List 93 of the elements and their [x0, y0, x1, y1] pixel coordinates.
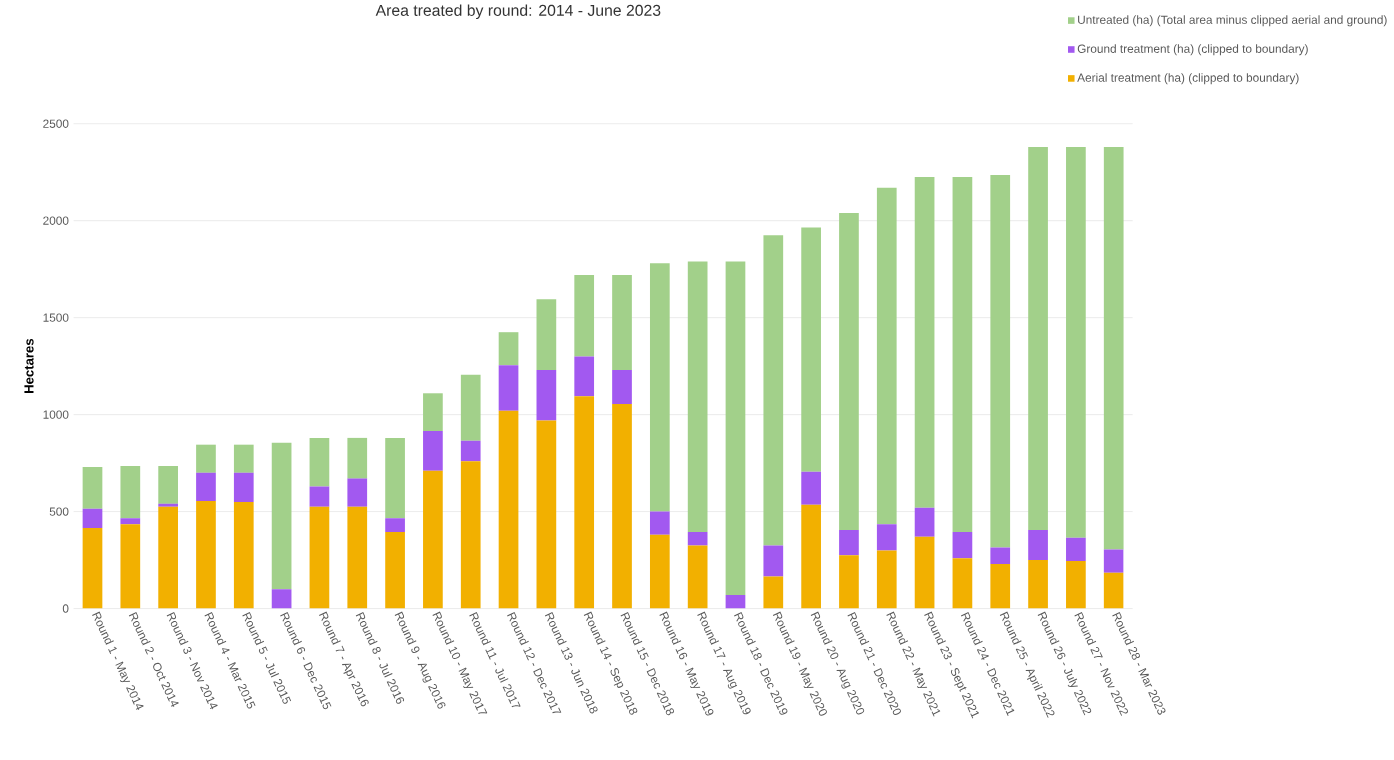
bar	[423, 393, 443, 432]
bar	[914, 507, 935, 537]
bar	[574, 275, 595, 357]
bar	[763, 235, 784, 546]
y-tick-label: 2500	[43, 119, 69, 129]
bar	[990, 547, 1011, 565]
bar	[1028, 560, 1048, 609]
bar	[687, 545, 708, 609]
bar	[1028, 530, 1048, 561]
bar	[309, 506, 330, 609]
bar	[649, 263, 670, 512]
bar	[120, 524, 141, 609]
bar	[725, 595, 746, 609]
bar	[536, 299, 557, 371]
bar	[82, 508, 103, 529]
bar	[952, 558, 973, 609]
bar	[1066, 147, 1086, 538]
bar	[423, 431, 443, 472]
bar	[82, 528, 103, 609]
bar	[990, 175, 1011, 548]
bar	[649, 535, 670, 609]
bar	[649, 511, 670, 536]
bar	[196, 444, 216, 473]
bar	[196, 501, 216, 609]
y-axis-title: Hectares	[24, 339, 34, 394]
bar	[460, 461, 481, 609]
bar	[839, 213, 859, 531]
bar	[1066, 537, 1086, 562]
y-tick-label: 1000	[43, 410, 69, 419]
bar	[385, 532, 405, 609]
y-tick-label: 500	[49, 507, 69, 516]
bar	[763, 545, 784, 577]
bar	[1066, 561, 1086, 609]
bar	[120, 518, 141, 525]
bar	[498, 332, 519, 366]
bar	[271, 442, 292, 590]
bar	[763, 576, 784, 609]
bar	[574, 356, 595, 397]
bar	[612, 275, 632, 371]
bar	[347, 438, 368, 479]
y-tick-label: 0	[62, 604, 69, 613]
bar	[158, 504, 178, 507]
bar	[309, 438, 330, 487]
bar	[990, 564, 1011, 609]
bar	[612, 370, 632, 405]
bar	[347, 506, 368, 609]
bar	[839, 530, 859, 556]
bar	[271, 589, 292, 609]
bar	[952, 177, 973, 533]
chart-title: Area treated by round: 2014 - June 2023	[375, 4, 661, 20]
bar	[385, 438, 405, 519]
bar	[725, 261, 746, 596]
bar	[839, 555, 859, 609]
bar	[952, 532, 973, 559]
bar	[536, 370, 557, 421]
bar	[120, 466, 141, 519]
bar	[687, 261, 708, 533]
bar	[914, 177, 935, 508]
bar	[309, 486, 330, 507]
bar	[574, 396, 595, 609]
bar	[914, 536, 935, 609]
legend-label: Ground treatment (ha) (clipped to boundary)	[1077, 44, 1308, 56]
legend-label: Untreated (ha) (Total area minus clipped aerial and ground)	[1078, 15, 1387, 27]
legend-label: Aerial treatment (ha) (clipped to boundary)	[1077, 73, 1299, 85]
bar	[801, 227, 821, 472]
bar	[196, 472, 216, 502]
bar	[876, 524, 897, 551]
y-tick-label: 1500	[43, 313, 69, 323]
bar	[347, 478, 368, 507]
bar	[158, 466, 178, 504]
bar	[233, 502, 254, 609]
bar	[801, 472, 821, 505]
bar	[498, 365, 519, 411]
bar	[1103, 147, 1124, 550]
bar	[801, 504, 821, 609]
bar	[460, 440, 481, 462]
bar	[498, 410, 519, 609]
bar	[82, 467, 103, 509]
bar	[233, 444, 254, 473]
bar	[612, 404, 632, 609]
bar	[460, 375, 481, 441]
bar	[536, 420, 557, 609]
bar	[1103, 549, 1124, 573]
bar	[1028, 147, 1048, 531]
bar	[1103, 572, 1124, 609]
bar	[876, 550, 897, 609]
bar	[385, 518, 405, 533]
bar	[423, 471, 443, 609]
y-tick-label: 2000	[43, 216, 69, 226]
bar	[233, 472, 254, 503]
bar	[687, 532, 708, 546]
bar	[876, 187, 897, 525]
bar	[158, 506, 178, 609]
